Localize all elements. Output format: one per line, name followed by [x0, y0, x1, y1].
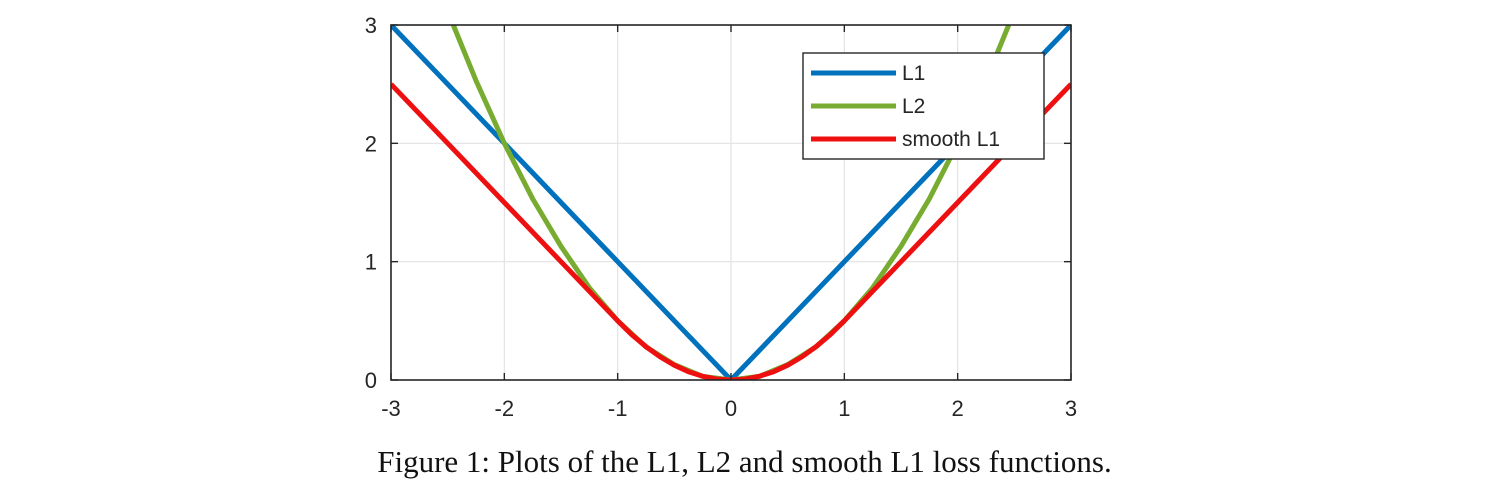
legend-label: smooth L1	[902, 128, 1000, 151]
x-tick-label: 0	[725, 396, 737, 421]
figure-caption: Figure 1: Plots of the L1, L2 and smooth…	[377, 444, 1112, 479]
loss-chart: -3 -2 -1 0 1 2 3 0 1 2 3 L1 L2 smooth L1	[365, 13, 1077, 421]
y-tick-label: 2	[365, 131, 377, 156]
legend: L1 L2 smooth L1	[802, 52, 1045, 160]
x-tick-label: -1	[608, 396, 628, 421]
legend-label: L2	[902, 95, 925, 118]
y-tick-label: 0	[365, 368, 377, 393]
x-tick-label: 2	[952, 396, 964, 421]
x-tick-label: 3	[1065, 396, 1077, 421]
y-tick-label: 1	[365, 250, 377, 275]
x-tick-label: -3	[381, 396, 401, 421]
ticks: -3 -2 -1 0 1 2 3 0 1 2 3	[365, 13, 1077, 421]
x-tick-label: 1	[838, 396, 850, 421]
legend-label: L1	[902, 62, 925, 85]
y-tick-label: 3	[365, 13, 377, 38]
series-line-smooth-l1	[391, 82, 1071, 380]
series-line-l2	[450, 25, 1012, 380]
x-tick-label: -2	[495, 396, 515, 421]
